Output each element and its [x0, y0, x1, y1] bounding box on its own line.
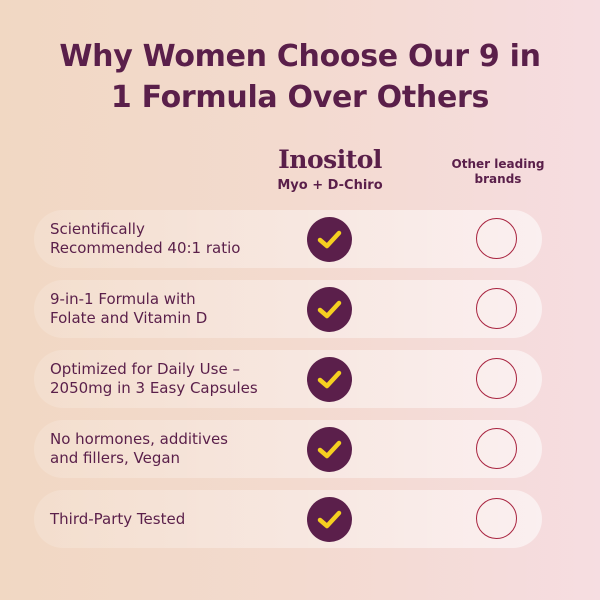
- brand-column-header: Inositol Myo + D-Chiro: [230, 145, 430, 194]
- check-circle-icon: [307, 357, 352, 402]
- title-line: Why Women Choose Our 9 in: [59, 39, 541, 74]
- comparison-row: No hormones, additives and fillers, Vegan: [34, 420, 542, 478]
- competitor-line: brands: [474, 172, 522, 186]
- empty-circle-icon: [476, 218, 517, 259]
- feature-label: Third-Party Tested: [50, 490, 290, 548]
- feature-line: Recommended 40:1 ratio: [50, 239, 241, 257]
- feature-line: Optimized for Daily Use –: [50, 360, 240, 378]
- brand-subtitle: Myo + D-Chiro: [277, 178, 383, 193]
- feature-line: and fillers, Vegan: [50, 449, 181, 467]
- comparison-row: Scientifically Recommended 40:1 ratio: [34, 210, 542, 268]
- check-circle-icon: [307, 217, 352, 262]
- competitor-column-header: Other leading brands: [440, 157, 556, 187]
- feature-label: No hormones, additives and fillers, Vegan: [50, 420, 290, 478]
- comparison-row: Optimized for Daily Use –2050mg in 3 Eas…: [34, 350, 542, 408]
- empty-circle-icon: [476, 358, 517, 399]
- feature-line: 9-in-1 Formula with: [50, 290, 196, 308]
- empty-circle-icon: [476, 428, 517, 469]
- page-title: Why Women Choose Our 9 in 1 Formula Over…: [0, 36, 600, 118]
- feature-label: Optimized for Daily Use –2050mg in 3 Eas…: [50, 350, 290, 408]
- check-circle-icon: [307, 287, 352, 332]
- title-line: 1 Formula Over Others: [110, 80, 490, 115]
- feature-line: Folate and Vitamin D: [50, 309, 208, 327]
- feature-label: Scientifically Recommended 40:1 ratio: [50, 210, 290, 268]
- competitor-line: Other leading: [451, 157, 545, 171]
- empty-circle-icon: [476, 498, 517, 539]
- brand-name: Inositol: [278, 145, 382, 174]
- feature-line: No hormones, additives: [50, 430, 229, 448]
- feature-label: 9-in-1 Formula with Folate and Vitamin D: [50, 280, 290, 338]
- feature-line: Third-Party Tested: [50, 509, 186, 528]
- feature-line: 2050mg in 3 Easy Capsules: [50, 379, 258, 397]
- comparison-row: 9-in-1 Formula with Folate and Vitamin D: [34, 280, 542, 338]
- empty-circle-icon: [476, 288, 517, 329]
- check-circle-icon: [307, 497, 352, 542]
- comparison-row: Third-Party Tested: [34, 490, 542, 548]
- feature-line: Scientifically: [50, 220, 145, 238]
- check-circle-icon: [307, 427, 352, 472]
